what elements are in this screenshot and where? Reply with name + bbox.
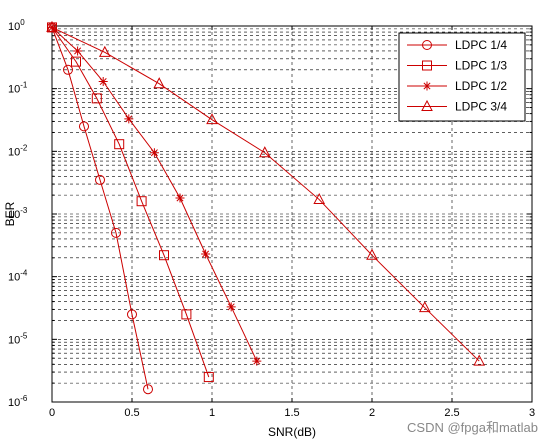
y-tick-label: 10-2 [8,143,28,158]
marker-star [149,148,159,158]
series-line [51,27,210,378]
series-line [51,27,149,390]
marker-triangle [418,301,431,313]
marker-square [181,309,192,320]
marker-triangle [366,248,378,260]
marker-square [159,250,169,261]
legend-item-ldpc-1-3: LDPC 1/3 [407,59,507,73]
x-tick-label: 1 [209,407,215,419]
legend-item-ldpc-1-2: LDPC 1/2 [407,79,507,93]
marker-square [71,56,81,67]
marker-triangle [258,146,271,158]
x-tick-label: 0 [49,407,55,419]
axis-ticks [51,25,533,403]
marker-star [226,302,236,312]
marker-square [91,93,102,104]
y-axis-label: BER [3,201,17,226]
marker-circle [422,40,432,50]
marker-square [422,60,432,71]
legend-label: LDPC 1/3 [455,59,507,73]
marker-star-path [73,46,83,56]
marker-star-path [149,148,159,158]
marker-star [124,114,134,124]
marker-star [73,46,83,56]
grid-lines [52,26,532,402]
marker-star [98,77,108,87]
legend-item-ldpc-3-4: LDPC 3/4 [407,100,507,114]
legend: LDPC 1/4 LDPC 1/3 LDPC 1/2 LDPC 3/4 [398,32,526,122]
marker-circle [143,384,153,395]
marker-star-path [124,114,134,124]
marker-triangle [313,192,326,205]
y-tick-label: 10-3 [8,206,28,221]
y-tick-label: 10-5 [8,331,28,346]
legend-label: LDPC 1/2 [455,79,507,93]
y-tick-labels: 100 10-1 10-2 10-3 10-4 10-5 10-6 [8,18,28,409]
marker-circle [63,64,73,75]
y-tick-label: 10-6 [8,394,28,409]
series-layer [46,20,486,395]
marker-circle [79,121,89,132]
marker-circle [111,227,121,238]
marker-triangle [46,20,58,32]
series-ldpc-3-4 [46,20,486,366]
marker-square [136,196,147,207]
marker-triangle [98,45,111,57]
marker-circle [95,174,105,185]
x-tick-label: 2 [369,407,375,419]
y-tick-label: 10-4 [8,269,28,284]
marker-star [201,249,211,259]
marker-star-path [175,193,185,203]
marker-star-path [201,249,211,259]
marker-star-path [98,77,108,87]
x-tick-label: 2.5 [444,407,459,419]
x-tick-label: 0.5 [124,407,139,419]
marker-star [252,356,262,366]
marker-star [422,81,432,91]
marker-triangle [206,113,218,125]
legend-label: LDPC 1/4 [455,38,507,52]
x-tick-label: 3 [529,407,535,419]
legend-label: LDPC 3/4 [455,100,507,114]
x-tick-labels: 0 0.5 1 1.5 2 2.5 3 [49,407,535,419]
marker-triangle [473,354,486,366]
marker-star-path [226,302,236,312]
marker-circle [127,309,137,320]
marker-star-path [422,81,432,91]
marker-square [203,372,214,383]
marker-triangle [421,99,433,111]
x-axis-label: SNR(dB) [268,425,316,439]
x-tick-label: 1.5 [284,407,299,419]
marker-triangle [153,77,166,89]
series-line [51,26,480,362]
y-tick-label: 10-1 [8,81,28,96]
y-tick-label: 100 [8,18,25,33]
marker-star [175,193,185,203]
marker-star-path [252,356,262,366]
watermark: CSDN @fpga和matlab [407,420,538,435]
marker-square [114,139,125,150]
legend-item-ldpc-1-4: LDPC 1/4 [407,38,507,52]
series-ldpc-1-3 [47,22,214,383]
